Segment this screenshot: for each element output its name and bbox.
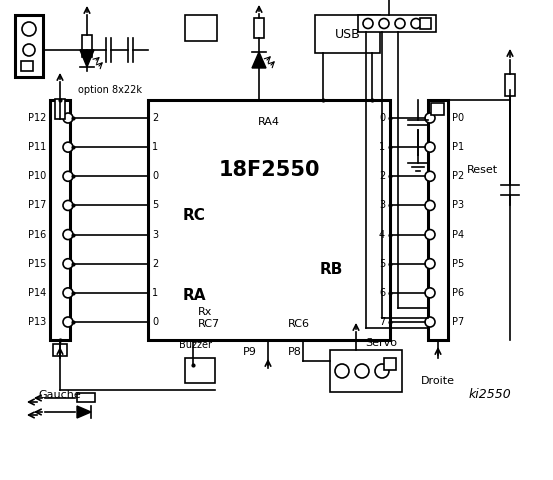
Text: P10: P10 bbox=[28, 171, 46, 181]
Text: Buzzer: Buzzer bbox=[180, 340, 212, 350]
Text: P6: P6 bbox=[452, 288, 464, 298]
Circle shape bbox=[23, 44, 35, 56]
Text: P3: P3 bbox=[452, 201, 464, 210]
Text: RC: RC bbox=[183, 207, 206, 223]
Bar bbox=[358, 15, 436, 32]
Bar bbox=[431, 103, 444, 115]
Circle shape bbox=[425, 288, 435, 298]
Text: 2: 2 bbox=[379, 171, 385, 181]
Bar bbox=[53, 344, 67, 356]
Bar bbox=[82, 35, 92, 57]
Circle shape bbox=[63, 171, 73, 181]
Text: RC6: RC6 bbox=[288, 319, 310, 329]
Bar bbox=[21, 61, 33, 71]
Text: P1: P1 bbox=[452, 142, 464, 152]
Circle shape bbox=[425, 317, 435, 327]
Text: RA4: RA4 bbox=[258, 117, 280, 127]
Text: Droite: Droite bbox=[421, 376, 455, 386]
Bar bbox=[185, 15, 217, 41]
Circle shape bbox=[411, 19, 421, 28]
Polygon shape bbox=[252, 52, 266, 68]
Text: P5: P5 bbox=[452, 259, 465, 269]
Circle shape bbox=[63, 259, 73, 269]
Bar bbox=[330, 350, 402, 392]
Text: RA: RA bbox=[183, 288, 206, 302]
Circle shape bbox=[355, 364, 369, 378]
Text: 5: 5 bbox=[152, 201, 158, 210]
Text: P4: P4 bbox=[452, 229, 464, 240]
Polygon shape bbox=[80, 50, 94, 67]
Circle shape bbox=[425, 259, 435, 269]
Bar bbox=[420, 18, 431, 29]
Text: 7: 7 bbox=[379, 317, 385, 327]
Text: RC7: RC7 bbox=[198, 319, 220, 329]
Text: 0: 0 bbox=[379, 113, 385, 123]
Circle shape bbox=[425, 171, 435, 181]
Text: 4: 4 bbox=[379, 229, 385, 240]
Circle shape bbox=[63, 142, 73, 152]
Text: 18F2550: 18F2550 bbox=[218, 160, 320, 180]
Text: Servo: Servo bbox=[365, 338, 397, 348]
Text: 2: 2 bbox=[152, 113, 158, 123]
Text: 1: 1 bbox=[152, 142, 158, 152]
Bar bbox=[55, 99, 65, 119]
Text: RB: RB bbox=[320, 263, 343, 277]
Text: 3: 3 bbox=[152, 229, 158, 240]
Bar bbox=[148, 100, 390, 340]
Text: P13: P13 bbox=[28, 317, 46, 327]
Text: 0: 0 bbox=[152, 171, 158, 181]
Circle shape bbox=[425, 113, 435, 123]
Bar bbox=[315, 15, 380, 53]
Circle shape bbox=[425, 229, 435, 240]
Text: 1: 1 bbox=[152, 288, 158, 298]
Bar bbox=[185, 358, 215, 383]
Circle shape bbox=[379, 19, 389, 28]
Circle shape bbox=[63, 113, 73, 123]
Circle shape bbox=[425, 201, 435, 210]
Text: P7: P7 bbox=[452, 317, 465, 327]
Text: Reset: Reset bbox=[467, 165, 498, 175]
Polygon shape bbox=[77, 406, 91, 418]
Text: Rx: Rx bbox=[198, 307, 212, 317]
Text: 2: 2 bbox=[152, 259, 158, 269]
Circle shape bbox=[335, 364, 349, 378]
Bar bbox=[50, 100, 70, 340]
Text: P12: P12 bbox=[28, 113, 46, 123]
Text: P17: P17 bbox=[28, 201, 46, 210]
Circle shape bbox=[63, 288, 73, 298]
Circle shape bbox=[395, 19, 405, 28]
Bar bbox=[254, 18, 264, 38]
Text: 3: 3 bbox=[379, 201, 385, 210]
Bar bbox=[384, 358, 396, 370]
Circle shape bbox=[63, 317, 73, 327]
Circle shape bbox=[63, 201, 73, 210]
Text: P15: P15 bbox=[28, 259, 46, 269]
Text: P2: P2 bbox=[452, 171, 465, 181]
Text: option 8x22k: option 8x22k bbox=[78, 85, 142, 95]
Text: P14: P14 bbox=[28, 288, 46, 298]
Text: P11: P11 bbox=[28, 142, 46, 152]
Text: P9: P9 bbox=[243, 347, 257, 357]
Text: 5: 5 bbox=[379, 259, 385, 269]
Text: 1: 1 bbox=[379, 142, 385, 152]
Text: Gauche: Gauche bbox=[39, 390, 81, 400]
Text: P8: P8 bbox=[288, 347, 302, 357]
Text: P16: P16 bbox=[28, 229, 46, 240]
Bar bbox=[77, 393, 95, 402]
Text: ki2550: ki2550 bbox=[468, 388, 512, 401]
Text: USB: USB bbox=[335, 27, 361, 40]
Bar bbox=[505, 74, 515, 96]
Circle shape bbox=[63, 229, 73, 240]
Circle shape bbox=[22, 22, 36, 36]
Bar bbox=[15, 15, 43, 77]
Bar bbox=[428, 100, 448, 340]
Circle shape bbox=[425, 142, 435, 152]
Text: 0: 0 bbox=[152, 317, 158, 327]
Circle shape bbox=[363, 19, 373, 28]
Text: 6: 6 bbox=[379, 288, 385, 298]
Text: P0: P0 bbox=[452, 113, 464, 123]
Circle shape bbox=[375, 364, 389, 378]
